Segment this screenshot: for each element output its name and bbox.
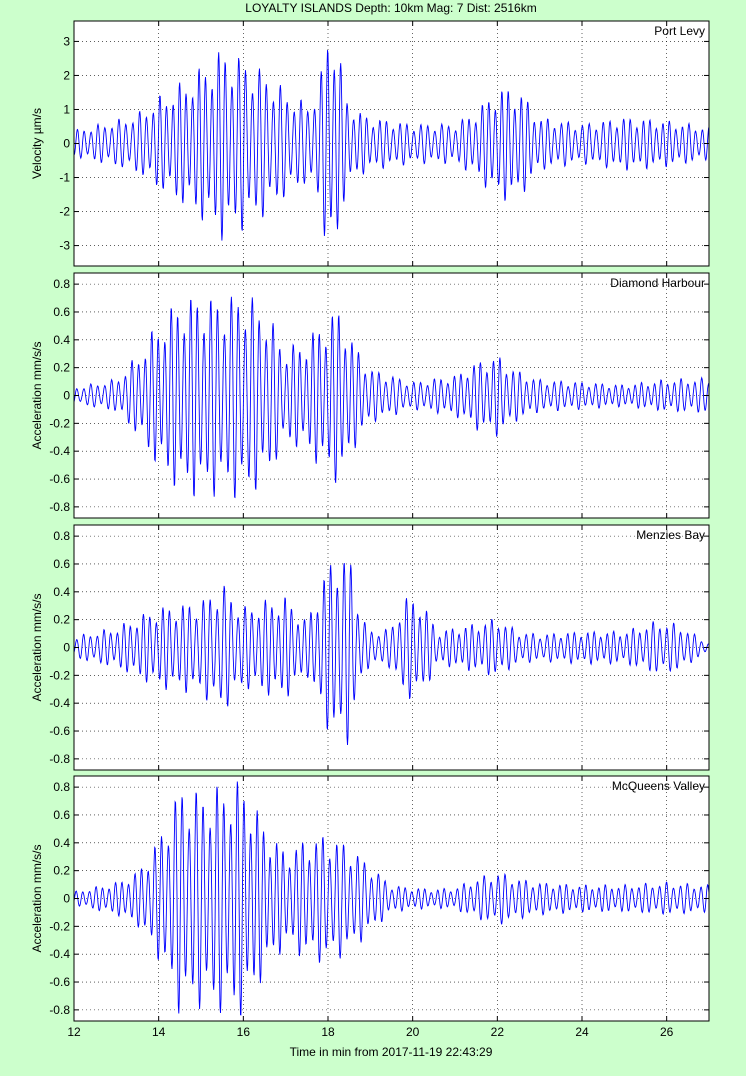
y-tick-label: 0.4 (53, 836, 70, 850)
y-tick-label: 0 (63, 137, 70, 151)
panel-3: -0.8 -0.6 -0.4 -0.2 0 0.2 0.4 0.6 0.8 Menzies Bay… (30, 524, 710, 771)
y-axis-label: Acceleration mm/s/s (30, 341, 44, 449)
x-axis-label: Time in min from 2017-11-19 22:43:29 (290, 1045, 493, 1059)
panel-4: -0.8 -0.6 -0.4 -0.2 0 0.2 0.4 0.6 0.8 12 14 16 18 20 2… (30, 775, 710, 1039)
y-tick-label: -0.4 (49, 947, 70, 961)
station-label: Port Levy (654, 24, 705, 38)
waveform-trace (73, 50, 710, 241)
x-tick-label: 24 (575, 1025, 589, 1039)
y-tick-label: 0.6 (53, 808, 70, 822)
station-label: Menzies Bay (636, 528, 705, 542)
y-tick-label: -0.6 (49, 472, 70, 486)
panel-1: -3 -2 -1 0 1 2 3 Port Levy Velocity µm/s (30, 20, 710, 267)
station-label: McQueens Valley (612, 779, 705, 793)
y-axis-label: Acceleration mm/s/s (30, 844, 44, 952)
y-tick-label: 0 (63, 389, 70, 403)
y-tick-label: 0.4 (53, 333, 70, 347)
y-tick-label: -0.8 (49, 752, 70, 766)
y-tick-label: 0.8 (53, 529, 70, 543)
y-tick-label: -0.2 (49, 919, 70, 933)
panel-2: -0.8 -0.6 -0.4 -0.2 0 0.2 0.4 0.6 0.8 Diamond Har… (30, 272, 710, 519)
x-tick-label: 20 (406, 1025, 420, 1039)
x-tick-label: 22 (491, 1025, 505, 1039)
plot-area (74, 273, 709, 518)
y-tick-label: -0.4 (49, 444, 70, 458)
y-tick-label: -0.6 (49, 724, 70, 738)
y-tick-label: -3 (59, 239, 70, 253)
y-tick-label: -0.6 (49, 975, 70, 989)
y-tick-label: 1 (63, 102, 70, 116)
waveform-trace (73, 296, 710, 499)
plot-area (74, 525, 709, 770)
x-tick-label: 18 (321, 1025, 335, 1039)
waveform-trace (73, 781, 710, 1016)
y-tick-label: -0.8 (49, 500, 70, 514)
y-axis-label: Velocity µm/s (30, 108, 44, 179)
y-tick-label: -0.2 (49, 668, 70, 682)
y-tick-label: 2 (63, 68, 70, 82)
x-tick-label: 14 (152, 1025, 166, 1039)
y-tick-label: 0.2 (53, 613, 70, 627)
y-tick-label: 0.6 (53, 557, 70, 571)
y-tick-label: 0.6 (53, 305, 70, 319)
y-tick-label: 0.8 (53, 277, 70, 291)
y-tick-label: -0.8 (49, 1003, 70, 1017)
y-tick-label: 0.8 (53, 780, 70, 794)
waveform-trace (73, 563, 710, 746)
x-tick-label: 16 (237, 1025, 251, 1039)
y-tick-label: 0 (63, 641, 70, 655)
y-tick-label: 0.2 (53, 361, 70, 375)
y-tick-label: 0 (63, 892, 70, 906)
y-tick-label: -2 (59, 205, 70, 219)
figure-title: LOYALTY ISLANDS Depth: 10km Mag: 7 Dist:… (245, 1, 536, 15)
x-tick-label: 12 (67, 1025, 81, 1039)
y-tick-label: -1 (59, 171, 70, 185)
y-tick-label: 0.2 (53, 864, 70, 878)
y-tick-label: -0.2 (49, 416, 70, 430)
station-label: Diamond Harbour (610, 276, 705, 290)
y-tick-label: -0.4 (49, 696, 70, 710)
x-tick-label: 26 (660, 1025, 674, 1039)
y-tick-label: 0.4 (53, 585, 70, 599)
y-axis-label: Acceleration mm/s/s (30, 593, 44, 701)
y-tick-label: 3 (63, 34, 70, 48)
